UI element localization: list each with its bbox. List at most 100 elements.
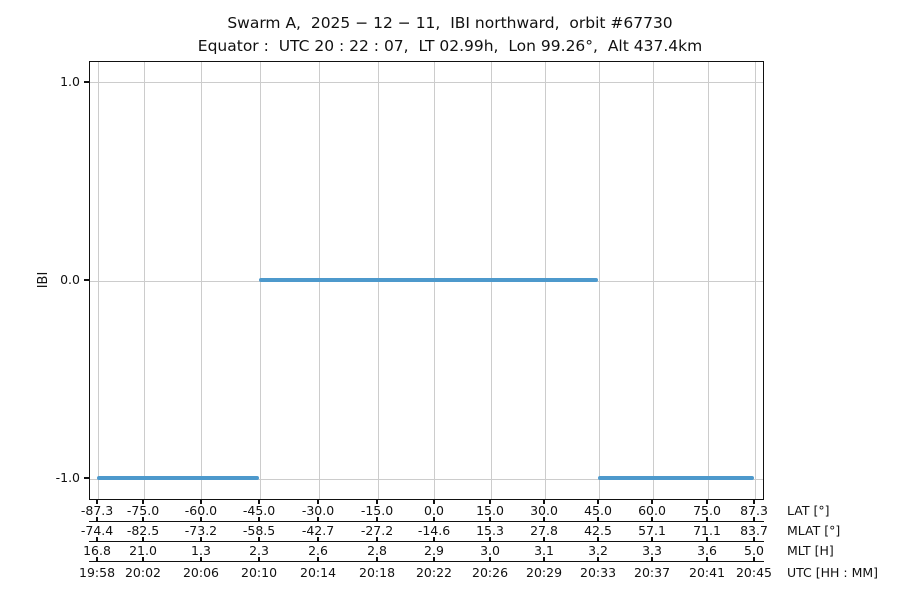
x-tick-label: 3.6 [697,543,717,558]
y-tick [84,81,89,83]
x-tick-label: 21.0 [129,543,157,558]
x-tick [706,517,708,521]
x-tick [489,517,491,521]
x-tick [317,517,319,521]
x-tick [706,557,708,561]
x-tick [142,557,144,561]
x-tick-label: 20:41 [689,565,726,580]
x-tick-label: 20:22 [415,565,452,580]
x-tick [433,500,435,504]
x-tick [489,537,491,541]
y-tick [84,477,89,479]
x-tick-label: -75.0 [126,503,160,518]
x-tick-label: 5.0 [744,543,764,558]
axis-row-label: MLT [H] [787,543,834,558]
x-tick-label: 20:37 [634,565,671,580]
x-tick-label: 3.0 [480,543,500,558]
x-tick [200,500,202,504]
x-tick-label: 3.2 [588,543,608,558]
x-tick [258,500,260,504]
x-tick-label: 42.5 [584,523,612,538]
x-tick [597,557,599,561]
x-tick [200,537,202,541]
x-tick-label: 20:18 [359,565,396,580]
x-tick-label: 15.3 [476,523,504,538]
axis-row-line [89,541,764,542]
x-tick [543,517,545,521]
x-tick-label: 2.9 [424,543,444,558]
x-tick-label: 2.6 [308,543,328,558]
y-tick-label: 0.0 [60,272,80,287]
axis-row-label: LAT [°] [787,503,830,518]
x-tick-label: 87.3 [740,503,768,518]
x-tick-label: 19:58 [79,565,116,580]
x-tick-label: 20:45 [735,565,773,580]
x-tick [142,537,144,541]
x-tick [651,517,653,521]
x-tick [651,557,653,561]
x-tick [376,537,378,541]
x-tick [706,537,708,541]
ibi-line-segment [598,476,754,481]
x-tick-label: 3.1 [534,543,554,558]
x-tick-label: 20:29 [526,565,563,580]
x-tick [433,537,435,541]
x-tick-label: 3.3 [642,543,662,558]
x-tick [433,557,435,561]
x-tick-label: 57.1 [638,523,666,538]
x-tick-label: 20:10 [241,565,278,580]
x-tick [753,517,755,521]
h-gridline [90,478,763,480]
x-tick [433,517,435,521]
x-tick-label: -87.3 [80,503,114,518]
x-tick [597,517,599,521]
x-tick-label: 20:26 [472,565,509,580]
x-tick [651,500,653,504]
x-tick [200,517,202,521]
plot-subtitle: Equator : UTC 20 : 22 : 07, LT 02.99h, L… [197,37,703,55]
x-tick [142,500,144,504]
x-tick-label: 83.7 [740,523,768,538]
x-tick-label: -27.2 [360,523,394,538]
x-tick [543,557,545,561]
plot-title: Swarm A, 2025 − 12 − 11, IBI northward, … [227,14,673,32]
x-tick [317,500,319,504]
x-tick-label: 20:33 [580,565,617,580]
x-tick-label: -82.5 [126,523,160,538]
x-tick-label: -45.0 [242,503,276,518]
x-tick [317,537,319,541]
x-tick-label: 16.8 [83,543,111,558]
x-tick [753,500,755,504]
x-tick-label: -30.0 [301,503,335,518]
x-tick [376,517,378,521]
x-tick-label: 20:06 [182,565,219,580]
x-tick-label: 30.0 [530,503,558,518]
x-tick-label: -60.0 [184,503,218,518]
x-tick [96,557,98,561]
x-tick [376,500,378,504]
x-tick-label: 20:14 [300,565,337,580]
x-tick-label: -14.6 [417,523,451,538]
x-tick-label: 20:02 [124,565,162,580]
x-tick [200,557,202,561]
x-tick-label: 60.0 [638,503,666,518]
x-tick [543,500,545,504]
x-tick [753,557,755,561]
x-tick-label: 1.3 [191,543,211,558]
x-tick [489,557,491,561]
x-tick [376,557,378,561]
x-tick [597,537,599,541]
x-tick [142,517,144,521]
x-tick [96,517,98,521]
ibi-line-segment [259,278,599,282]
x-tick-label: 45.0 [584,503,612,518]
x-tick-label: 27.8 [530,523,558,538]
x-tick [706,500,708,504]
x-tick-label: 0.0 [424,503,444,518]
axis-row-line [89,561,764,562]
y-tick-label: 1.0 [60,73,80,89]
x-tick [489,500,491,504]
axis-row-line [89,521,764,522]
x-tick-label: 2.8 [367,543,387,558]
